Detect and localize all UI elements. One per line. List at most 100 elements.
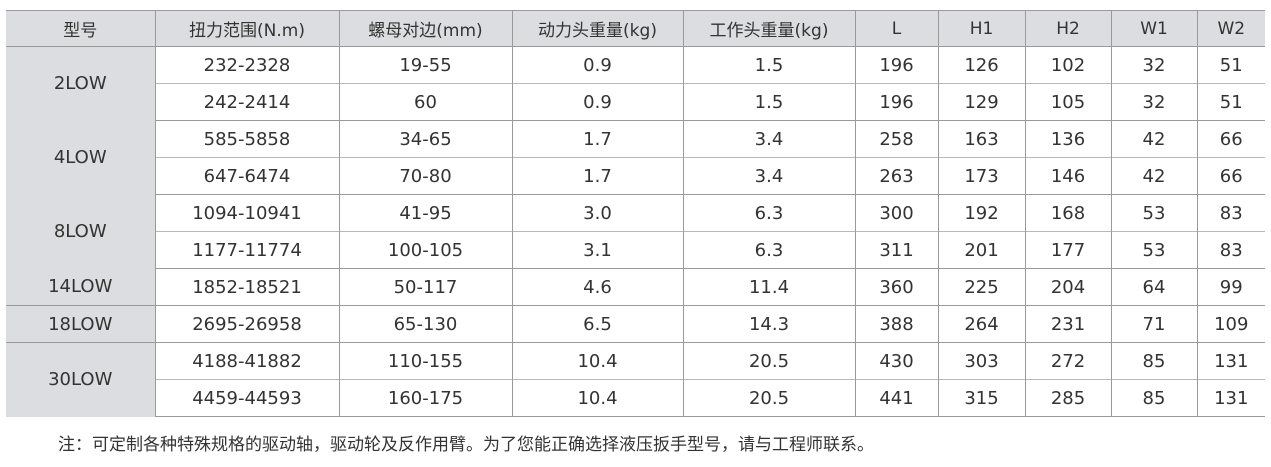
cell-h2: 168 [1024,194,1112,232]
cell-w1: 42 [1110,120,1198,158]
cell-nut-size: 19-55 [338,46,513,84]
cell-model: 2LOW [6,46,156,121]
cell-w2: 131 [1196,379,1265,417]
cell-h1: 303 [937,342,1026,380]
header-torque-range: 扭力范围(N.m) [154,10,340,47]
table-row: 1177-11774 100-105 3.1 6.3 311 201 177 53 83 [6,231,1265,269]
cell-head-weight: 3.4 [682,157,856,195]
cell-model: 30LOW [6,342,156,417]
cell-w1: 32 [1110,46,1198,84]
cell-w1: 64 [1110,268,1198,306]
cell-h2: 272 [1024,342,1112,380]
header-head-weight: 工作头重量(kg) [682,10,856,47]
cell-torque-range: 2695-26958 [154,305,340,343]
cell-l: 263 [854,157,939,195]
cell-head-weight: 14.3 [682,305,856,343]
cell-l: 360 [854,268,939,306]
cell-nut-size: 65-130 [338,305,513,343]
cell-h2: 177 [1024,231,1112,269]
header-l: L [854,10,939,47]
cell-l: 311 [854,231,939,269]
cell-h1: 126 [937,46,1026,84]
cell-drive-weight: 3.0 [511,194,684,232]
cell-torque-range: 1852-18521 [154,268,340,306]
table-row: 4459-44593 160-175 10.4 20.5 441 315 285 85 131 [6,379,1265,417]
header-w2: W2 [1196,10,1265,47]
cell-l: 196 [854,46,939,84]
cell-h1: 192 [937,194,1026,232]
cell-torque-range: 1094-10941 [154,194,340,232]
cell-model: 4LOW [6,120,156,195]
cell-nut-size: 70-80 [338,157,513,195]
cell-w2: 51 [1196,83,1265,121]
spec-table: 型号 扭力范围(N.m) 螺母对边(mm) 动力头重量(kg) 工作头重量(kg… [6,10,1265,417]
cell-model: 18LOW [6,305,156,343]
cell-h1: 315 [937,379,1026,417]
cell-drive-weight: 4.6 [511,268,684,306]
header-w1: W1 [1110,10,1198,47]
cell-drive-weight: 0.9 [511,46,684,84]
table-row: 2LOW 232-2328 19-55 0.9 1.5 196 126 102 32 51 [6,46,1265,121]
cell-head-weight: 3.4 [682,120,856,158]
cell-l: 258 [854,120,939,158]
header-row: 型号 扭力范围(N.m) 螺母对边(mm) 动力头重量(kg) 工作头重量(kg… [6,10,1265,47]
table-row: 242-2414 60 0.9 1.5 196 129 105 32 51 [6,83,1265,121]
cell-h1: 129 [937,83,1026,121]
cell-h2: 204 [1024,268,1112,306]
table-row: 30LOW 4188-41882 110-155 10.4 20.5 430 303 272 8… [6,342,1265,417]
cell-nut-size: 110-155 [338,342,513,380]
cell-drive-weight: 6.5 [511,305,684,343]
header-model: 型号 [6,10,156,47]
cell-torque-range: 232-2328 [154,46,340,84]
cell-model: 8LOW [6,194,156,269]
cell-l: 300 [854,194,939,232]
cell-nut-size: 100-105 [338,231,513,269]
cell-w1: 53 [1110,231,1198,269]
cell-torque-range: 585-5858 [154,120,340,158]
table-row: 8LOW 1094-10941 41-95 3.0 6.3 300 192 168 53 83 [6,194,1265,269]
cell-l: 441 [854,379,939,417]
table-body: 2LOW 232-2328 19-55 0.9 1.5 196 126 102 32 51 242-… [6,46,1265,417]
cell-w1: 85 [1110,379,1198,417]
cell-w1: 42 [1110,157,1198,195]
cell-w1: 85 [1110,342,1198,380]
table-row: 18LOW 2695-26958 65-130 6.5 14.3 388 264 231 71 1… [6,305,1265,343]
cell-drive-weight: 10.4 [511,342,684,380]
header-drive-weight: 动力头重量(kg) [511,10,684,47]
cell-drive-weight: 10.4 [511,379,684,417]
cell-w2: 109 [1196,305,1265,343]
table-row: 14LOW 1852-18521 50-117 4.6 11.4 360 225 204 64 9… [6,268,1265,306]
cell-h2: 285 [1024,379,1112,417]
cell-head-weight: 20.5 [682,342,856,380]
cell-drive-weight: 3.1 [511,231,684,269]
table-row: 4LOW 585-5858 34-65 1.7 3.4 258 163 136 42 66 [6,120,1265,195]
cell-torque-range: 4188-41882 [154,342,340,380]
cell-w1: 32 [1110,83,1198,121]
cell-h2: 146 [1024,157,1112,195]
cell-torque-range: 1177-11774 [155,231,340,269]
cell-w2: 131 [1196,342,1265,380]
footnote: 注：可定制各种特殊规格的驱动轴，驱动轮及反作用臂。为了您能正确选择液压扳手型号，… [58,435,874,455]
cell-h1: 225 [937,268,1026,306]
cell-torque-range: 647-6474 [155,157,340,195]
cell-nut-size: 60 [338,83,513,121]
cell-h1: 173 [937,157,1026,195]
cell-head-weight: 6.3 [682,231,856,269]
cell-w2: 66 [1196,157,1265,195]
cell-head-weight: 6.3 [682,194,856,232]
cell-head-weight: 1.5 [682,83,856,121]
cell-h1: 264 [937,305,1026,343]
cell-nut-size: 41-95 [338,194,513,232]
cell-w2: 51 [1196,46,1265,84]
cell-w2: 83 [1196,231,1265,269]
cell-h2: 231 [1024,305,1112,343]
cell-torque-range: 4459-44593 [155,379,340,417]
header-h1: H1 [937,10,1026,47]
cell-head-weight: 20.5 [682,379,856,417]
cell-torque-range: 242-2414 [155,83,340,121]
cell-head-weight: 1.5 [682,46,856,84]
table-row: 647-6474 70-80 1.7 3.4 263 173 146 42 66 [6,157,1265,195]
cell-drive-weight: 1.7 [511,120,684,158]
cell-w2: 83 [1196,194,1265,232]
cell-drive-weight: 0.9 [511,83,684,121]
